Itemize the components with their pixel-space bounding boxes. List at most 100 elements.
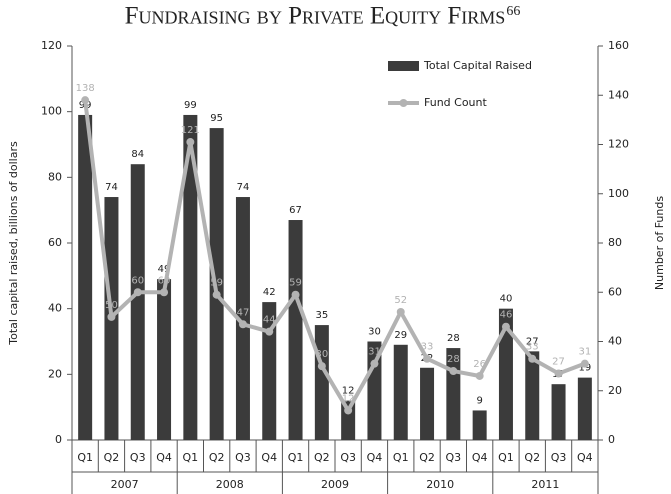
y-axis-label: Total capital raised, billions of dollar… bbox=[7, 141, 20, 346]
line-value-label: 60 bbox=[131, 275, 144, 286]
y2-tick-label: 20 bbox=[608, 384, 622, 397]
line-value-label: 33 bbox=[421, 342, 434, 353]
line-value-label: 47 bbox=[237, 307, 250, 318]
group-label: 2008 bbox=[216, 478, 244, 491]
x-tick-label: Q2 bbox=[524, 451, 540, 464]
x-tick-label: Q4 bbox=[367, 451, 383, 464]
bar bbox=[78, 114, 93, 440]
group-label: 2009 bbox=[321, 478, 349, 491]
x-tick-label: Q3 bbox=[130, 451, 146, 464]
y2-tick-label: 140 bbox=[608, 88, 629, 101]
x-tick-label: Q3 bbox=[551, 451, 567, 464]
bar-value-label: 28 bbox=[447, 333, 460, 344]
group-label: 2010 bbox=[426, 478, 454, 491]
bar-value-label: 27 bbox=[526, 336, 539, 347]
line-point bbox=[291, 290, 300, 299]
bar-value-label: 40 bbox=[500, 294, 513, 305]
line-value-label: 31 bbox=[578, 347, 591, 358]
group-label: 2011 bbox=[531, 478, 559, 491]
legend-label: Fund Count bbox=[424, 96, 488, 109]
bar bbox=[577, 377, 592, 440]
line-value-label: 46 bbox=[500, 310, 513, 321]
bar bbox=[235, 197, 250, 440]
y2-tick-label: 40 bbox=[608, 335, 622, 348]
y2-axis-label: Number of Funds bbox=[653, 196, 666, 290]
legend-swatch-point bbox=[399, 99, 408, 107]
bar bbox=[472, 410, 487, 440]
line-point bbox=[528, 354, 537, 363]
chart-title: Fundraising by Private Equity Firms bbox=[125, 3, 506, 30]
x-tick-label: Q2 bbox=[419, 451, 435, 464]
legend-label: Total Capital Raised bbox=[423, 59, 532, 72]
line-value-label: 31 bbox=[368, 347, 381, 358]
x-tick-label: Q4 bbox=[577, 451, 593, 464]
x-tick-label: Q4 bbox=[261, 451, 277, 464]
line-point bbox=[81, 96, 90, 105]
y-tick-label: 120 bbox=[41, 39, 62, 52]
bar-value-label: 49 bbox=[158, 264, 171, 275]
y2-tick-label: 100 bbox=[608, 187, 629, 200]
line-point bbox=[107, 312, 116, 321]
y2-tick-label: 0 bbox=[608, 433, 615, 446]
bar-value-label: 35 bbox=[315, 310, 328, 321]
title-superscript: 66 bbox=[506, 4, 520, 19]
bar bbox=[420, 367, 435, 440]
bar-value-label: 12 bbox=[342, 386, 355, 397]
line-point bbox=[475, 371, 484, 380]
line-point bbox=[317, 362, 326, 371]
line-value-label: 12 bbox=[342, 393, 355, 404]
x-tick-label: Q4 bbox=[156, 451, 172, 464]
line-value-label: 26 bbox=[473, 359, 486, 370]
line-value-label: 52 bbox=[394, 295, 407, 306]
line-point bbox=[133, 288, 142, 297]
bar bbox=[130, 164, 145, 440]
y-tick-label: 20 bbox=[48, 367, 62, 380]
line-value-label: 59 bbox=[289, 278, 302, 289]
y-tick-label: 100 bbox=[41, 105, 62, 118]
y-tick-label: 60 bbox=[48, 236, 62, 249]
bar bbox=[157, 279, 172, 440]
bar bbox=[551, 384, 566, 440]
bar-value-label: 99 bbox=[184, 100, 197, 111]
line-point bbox=[238, 320, 247, 329]
x-tick-label: Q1 bbox=[288, 451, 304, 464]
bar-value-label: 9 bbox=[476, 395, 482, 406]
bar-value-label: 95 bbox=[210, 113, 223, 124]
bar-value-label: 30 bbox=[368, 327, 381, 338]
line-point bbox=[186, 138, 195, 147]
bar bbox=[288, 220, 303, 440]
x-tick-label: Q3 bbox=[235, 451, 251, 464]
line-point bbox=[396, 307, 405, 316]
bar bbox=[314, 325, 329, 440]
line-value-label: 27 bbox=[552, 357, 565, 368]
y2-tick-label: 120 bbox=[608, 138, 629, 151]
line-point bbox=[554, 369, 563, 378]
x-tick-label: Q1 bbox=[393, 451, 409, 464]
line-point bbox=[501, 322, 510, 331]
line bbox=[83, 99, 586, 413]
bar-value-label: 74 bbox=[237, 182, 250, 193]
y2-tick-label: 160 bbox=[608, 39, 629, 52]
bar-value-label: 67 bbox=[289, 205, 302, 216]
line-value-label: 121 bbox=[181, 125, 200, 136]
y-tick-label: 40 bbox=[48, 302, 62, 315]
bar bbox=[498, 308, 513, 440]
line-point bbox=[344, 406, 353, 415]
x-tick-label: Q2 bbox=[314, 451, 330, 464]
x-tick-label: Q1 bbox=[183, 451, 199, 464]
line-point bbox=[212, 290, 221, 299]
line-value-label: 44 bbox=[263, 315, 276, 326]
x-tick-label: Q3 bbox=[446, 451, 462, 464]
line-value-label: 33 bbox=[526, 342, 539, 353]
line-point bbox=[370, 359, 379, 368]
x-tick-label: Q1 bbox=[77, 451, 93, 464]
line-point bbox=[449, 367, 458, 376]
x-tick-label: Q4 bbox=[472, 451, 488, 464]
bar bbox=[393, 344, 408, 440]
bar bbox=[525, 351, 540, 440]
y-tick-label: 80 bbox=[48, 170, 62, 183]
line-point bbox=[265, 327, 274, 336]
bar bbox=[262, 302, 277, 440]
bar-value-label: 74 bbox=[105, 182, 118, 193]
